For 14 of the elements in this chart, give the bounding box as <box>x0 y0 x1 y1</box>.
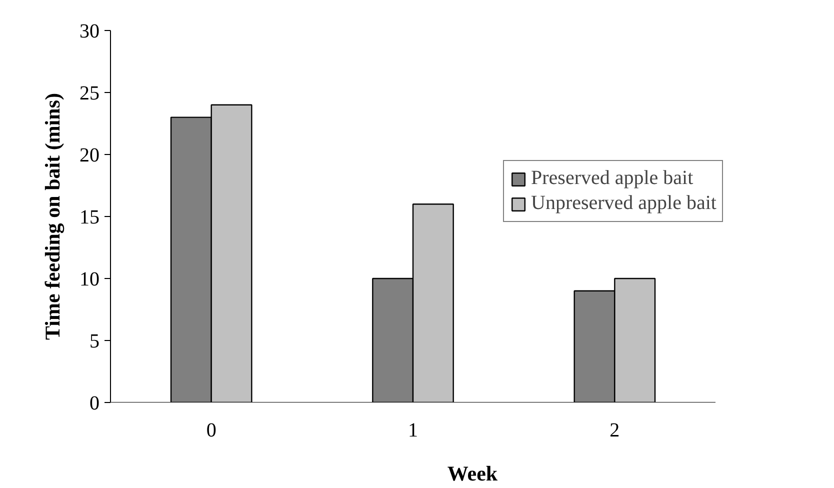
y-tick-label: 10 <box>80 268 100 290</box>
x-tick-label: 0 <box>206 420 216 442</box>
y-tick-label: 15 <box>80 206 100 228</box>
y-tick-label: 0 <box>90 392 100 414</box>
y-tick-label: 20 <box>80 144 100 166</box>
y-tick-label: 25 <box>80 82 100 104</box>
x-axis-title: Week <box>447 462 498 486</box>
legend-label: Preserved apple bait <box>531 167 694 190</box>
y-tick-label: 30 <box>80 20 100 42</box>
x-tick-label: 1 <box>408 420 418 442</box>
legend-label: Unpreserved apple bait <box>531 192 716 215</box>
y-axis-title: Time feeding on bait (mins) <box>40 93 64 340</box>
x-tick-label: 2 <box>610 420 620 442</box>
y-tick-label: 5 <box>90 330 100 352</box>
